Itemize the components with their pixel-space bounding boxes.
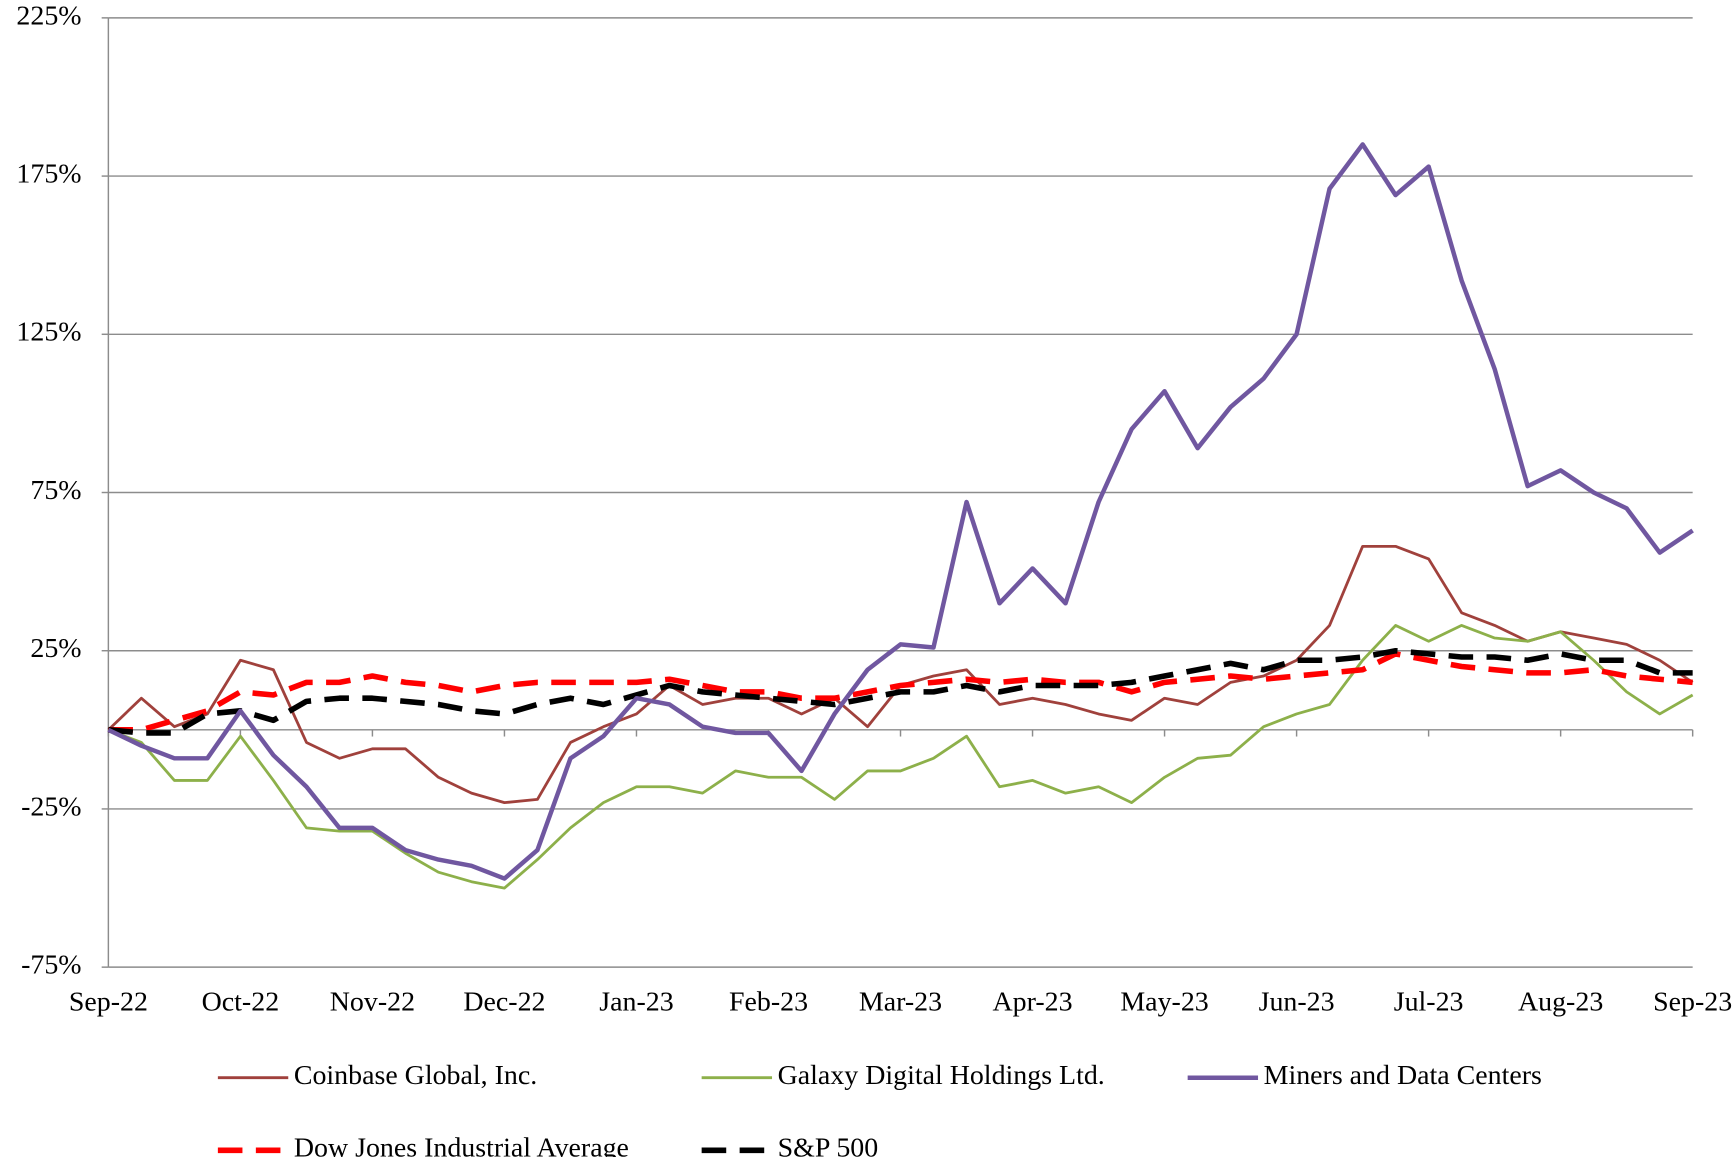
y-tick-label: 75% bbox=[30, 475, 81, 506]
x-tick-label: May-23 bbox=[1120, 986, 1208, 1017]
series-line bbox=[107, 624, 1694, 890]
y-tick-label: -25% bbox=[21, 791, 81, 822]
series-line bbox=[108, 651, 1693, 733]
y-tick-label: -75% bbox=[21, 950, 81, 981]
legend-label: Miners and Data Centers bbox=[1264, 1060, 1542, 1091]
x-tick-label: Sep-23 bbox=[1653, 986, 1732, 1017]
legend-label: Coinbase Global, Inc. bbox=[294, 1060, 537, 1091]
y-tick-label: 125% bbox=[16, 317, 81, 348]
series-line bbox=[107, 142, 1694, 881]
y-tick-label: 25% bbox=[30, 633, 81, 664]
legend-label: S&P 500 bbox=[778, 1133, 879, 1157]
x-tick-label: Mar-23 bbox=[859, 986, 942, 1017]
x-tick-label: Jun-23 bbox=[1259, 986, 1335, 1017]
legend-label: Dow Jones Industrial Average bbox=[294, 1133, 629, 1157]
y-tick-label: 225% bbox=[16, 0, 81, 31]
x-tick-label: Jan-23 bbox=[599, 986, 673, 1017]
x-tick-label: Sep-22 bbox=[69, 986, 148, 1017]
y-tick-label: 175% bbox=[16, 158, 81, 189]
x-tick-label: Jul-23 bbox=[1394, 986, 1464, 1017]
series-line bbox=[107, 544, 1694, 805]
series-line bbox=[108, 647, 1693, 736]
legend-label: Galaxy Digital Holdings Ltd. bbox=[778, 1060, 1105, 1091]
x-tick-label: Apr-23 bbox=[993, 986, 1073, 1017]
x-tick-label: Feb-23 bbox=[729, 986, 808, 1017]
x-tick-label: Dec-22 bbox=[463, 986, 545, 1017]
x-tick-label: Nov-22 bbox=[330, 986, 415, 1017]
x-tick-label: Oct-22 bbox=[202, 986, 280, 1017]
x-tick-label: Aug-23 bbox=[1518, 986, 1603, 1017]
